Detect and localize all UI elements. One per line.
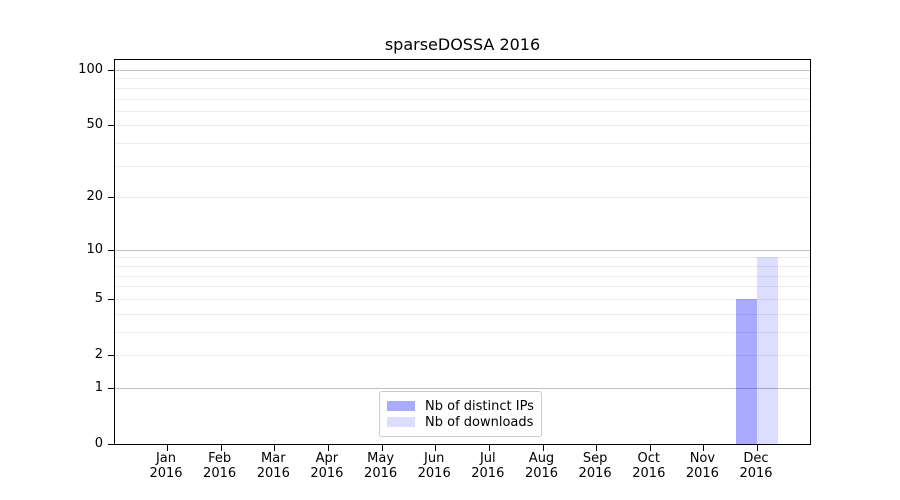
y-tick-label: 10 [86,241,103,257]
x-tick-year: 2016 [310,466,344,481]
major-gridline [115,249,810,251]
x-tick-year: 2016 [471,466,505,481]
minor-gridline [115,78,810,80]
x-tick-label: May 2016 [349,451,413,481]
minor-gridline [115,125,810,127]
x-tick-label: Jun 2016 [402,451,466,481]
x-tick-mark [649,445,651,451]
minor-gridline [115,355,810,356]
x-tick-mark [757,445,758,451]
y-tick-label: 2 [94,347,103,362]
y-tick-label: 50 [86,117,103,133]
minor-gridline [115,313,810,315]
x-tick-month: Nov [689,451,716,466]
minor-gridline [115,275,810,277]
x-tick-mark [488,445,490,451]
chart-title: sparseDOSSA 2016 [384,35,541,54]
x-tick-month: Sep [582,451,608,466]
x-tick-mark [274,445,276,451]
x-tick-year: 2016 [417,466,451,481]
x-tick-label: Dec 2016 [724,451,788,481]
x-tick-mark [542,445,544,451]
x-tick-month: May [367,451,395,466]
minor-gridline [115,286,810,288]
legend-row: Nb of downloads [387,414,534,430]
x-tick-year: 2016 [632,466,666,481]
x-tick-year: 2016 [739,466,773,481]
x-tick-year: 2016 [203,466,237,481]
minor-gridline [115,257,810,259]
y-tick-label: 20 [86,189,103,205]
bar-distinct-ips [735,298,757,444]
x-tick-month: Mar [261,451,286,466]
x-tick-label: Apr 2016 [295,451,359,481]
minor-gridline [115,98,810,100]
legend-swatch [387,417,415,427]
y-tick-mark [108,249,114,251]
x-tick-month: Apr [315,451,339,466]
x-tick-label: Feb 2016 [188,451,252,481]
y-tick-mark [108,298,114,300]
x-tick-month: Jul [479,451,496,466]
x-tick-mark [220,445,222,451]
y-tick-mark [108,70,114,71]
x-tick-year: 2016 [578,466,612,481]
y-tick-mark [108,444,114,445]
x-tick-year: 2016 [685,466,719,481]
x-tick-mark [435,445,437,451]
x-tick-label: Aug 2016 [510,451,574,481]
legend-row: Nb of distinct IPs [387,398,534,414]
x-tick-month: Oct [637,451,661,466]
legend: Nb of distinct IPs Nb of downloads [379,391,542,437]
minor-gridline [115,165,810,167]
x-tick-month: Feb [208,451,232,466]
minor-gridline [115,143,810,145]
x-tick-year: 2016 [149,466,183,481]
minor-gridline [115,197,810,199]
y-tick-label: 0 [94,436,103,451]
minor-gridline [115,298,810,300]
y-tick-label: 100 [78,62,103,77]
x-tick-year: 2016 [524,466,559,481]
y-tick-label: 1 [94,379,103,395]
legend-label: Nb of downloads [425,414,534,430]
x-tick-label: Mar 2016 [241,451,305,481]
bar-downloads [757,257,779,444]
plot-area [108,59,811,451]
x-tick-month: Jan [155,451,177,466]
minor-gridline [115,265,810,267]
x-tick-label: Jul 2016 [456,451,520,481]
x-tick-mark [596,445,598,451]
x-tick-month: Dec [743,451,769,466]
legend-label: Nb of distinct IPs [425,398,534,414]
major-gridline [115,387,810,389]
x-tick-label: Jan 2016 [134,451,198,481]
legend-swatch [387,401,415,411]
x-tick-mark [167,445,168,451]
minor-gridline [115,110,810,112]
x-tick-mark [703,445,705,451]
minor-gridline [115,331,810,333]
x-tick-year: 2016 [364,466,398,481]
x-tick-mark [327,445,329,451]
x-tick-month: Aug [528,451,555,466]
y-tick-mark [108,387,114,389]
x-tick-mark [381,445,383,451]
y-tick-label: 5 [94,290,103,306]
x-tick-label: Sep 2016 [563,451,627,481]
minor-gridline [115,87,810,89]
y-tick-mark [108,197,114,199]
x-tick-label: Oct 2016 [617,451,681,481]
x-tick-year: 2016 [256,466,290,481]
y-tick-mark [108,125,114,127]
x-tick-label: Nov 2016 [670,451,734,481]
x-tick-month: Jun [424,451,445,466]
y-tick-mark [108,355,114,356]
major-gridline [115,70,810,71]
